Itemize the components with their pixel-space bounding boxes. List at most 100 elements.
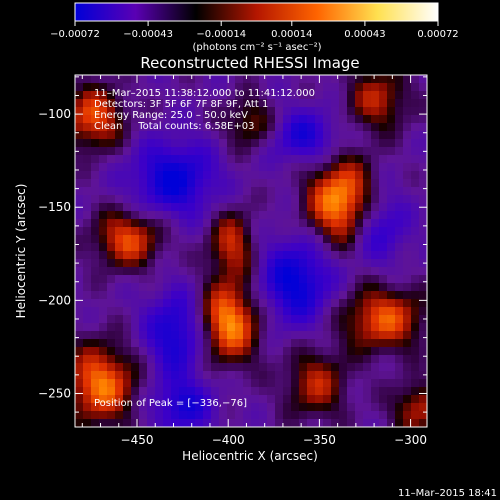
heatmap-cell (291, 299, 300, 308)
heatmap-cell (283, 259, 292, 268)
heatmap-cell (259, 403, 268, 412)
heatmap-cell (371, 91, 380, 100)
heatmap-cell (171, 267, 180, 276)
heatmap-cell (211, 211, 220, 220)
heatmap-cell (83, 387, 92, 396)
heatmap-cell (395, 259, 404, 268)
heatmap-cell (115, 363, 124, 372)
heatmap-cell (395, 195, 404, 204)
heatmap-cell (155, 331, 164, 340)
heatmap-cell (331, 339, 340, 348)
heatmap-cell (339, 123, 348, 132)
heatmap-cell (139, 307, 148, 316)
heatmap-cell (83, 75, 92, 84)
heatmap-cell (411, 123, 420, 132)
heatmap-cell (395, 419, 404, 428)
heatmap-cell (387, 395, 396, 404)
heatmap-cell (131, 355, 140, 364)
x-tick-label: −400 (212, 433, 245, 447)
heatmap-cell (339, 259, 348, 268)
heatmap-cell (163, 187, 172, 196)
heatmap-cell (227, 299, 236, 308)
heatmap-cell (243, 115, 252, 124)
heatmap-cell (315, 243, 324, 252)
heatmap-cell (171, 115, 180, 124)
heatmap-cell (339, 195, 348, 204)
heatmap-cell (107, 147, 116, 156)
heatmap-cell (99, 299, 108, 308)
heatmap-cell (171, 211, 180, 220)
heatmap-cell (227, 179, 236, 188)
heatmap-cell (115, 115, 124, 124)
heatmap-cell (275, 283, 284, 292)
heatmap-cell (419, 275, 428, 284)
heatmap-cell (299, 187, 308, 196)
heatmap-cell (219, 307, 228, 316)
heatmap-cell (91, 115, 100, 124)
heatmap-cell (75, 179, 84, 188)
heatmap-cell (371, 363, 380, 372)
heatmap-cell (203, 75, 212, 84)
heatmap-cell (259, 363, 268, 372)
heatmap-cell (355, 115, 364, 124)
heatmap-cell (411, 379, 420, 388)
heatmap-cell (371, 99, 380, 108)
heatmap-cell (195, 363, 204, 372)
heatmap-cell (83, 355, 92, 364)
heatmap-cell (75, 107, 84, 116)
heatmap-cell (371, 227, 380, 236)
heatmap-cell (355, 387, 364, 396)
heatmap-cell (131, 347, 140, 356)
heatmap-cell (299, 171, 308, 180)
heatmap-cell (99, 219, 108, 228)
heatmap-cell (371, 187, 380, 196)
heatmap-cell (419, 419, 428, 428)
heatmap-cell (139, 91, 148, 100)
heatmap-cell (219, 115, 228, 124)
heatmap-cell (275, 139, 284, 148)
heatmap-cell (75, 163, 84, 172)
heatmap-cell (339, 75, 348, 84)
heatmap-cell (267, 411, 276, 420)
heatmap-cell (179, 283, 188, 292)
heatmap-cell (307, 275, 316, 284)
heatmap-cell (347, 379, 356, 388)
heatmap-cell (419, 323, 428, 332)
heatmap-cell (131, 75, 140, 84)
heatmap-cell (331, 267, 340, 276)
heatmap-cell (267, 379, 276, 388)
heatmap-cell (331, 275, 340, 284)
heatmap-cell (139, 363, 148, 372)
heatmap-cell (243, 315, 252, 324)
heatmap-cell (99, 115, 108, 124)
heatmap-cell (171, 219, 180, 228)
heatmap-cell (395, 123, 404, 132)
heatmap-cell (339, 235, 348, 244)
heatmap-cell (179, 387, 188, 396)
heatmap-cell (91, 275, 100, 284)
heatmap-cell (107, 291, 116, 300)
heatmap-cell (227, 195, 236, 204)
heatmap-cell (371, 403, 380, 412)
heatmap-cell (403, 339, 412, 348)
heatmap-cell (315, 131, 324, 140)
heatmap-cell (187, 347, 196, 356)
heatmap-cell (123, 387, 132, 396)
heatmap-cell (99, 395, 108, 404)
heatmap-cell (291, 203, 300, 212)
heatmap-cell (395, 243, 404, 252)
y-tick-label: −200 (38, 293, 71, 307)
heatmap-cell (307, 235, 316, 244)
heatmap-cell (331, 411, 340, 420)
heatmap-cell (91, 147, 100, 156)
heatmap-cell (171, 355, 180, 364)
heatmap-cell (211, 371, 220, 380)
heatmap-cell (347, 323, 356, 332)
heatmap-cell (355, 275, 364, 284)
heatmap-cell (331, 347, 340, 356)
heatmap-cell (307, 339, 316, 348)
heatmap-cell (219, 227, 228, 236)
heatmap-cell (107, 363, 116, 372)
heatmap-cell (315, 355, 324, 364)
heatmap-cell (251, 355, 260, 364)
